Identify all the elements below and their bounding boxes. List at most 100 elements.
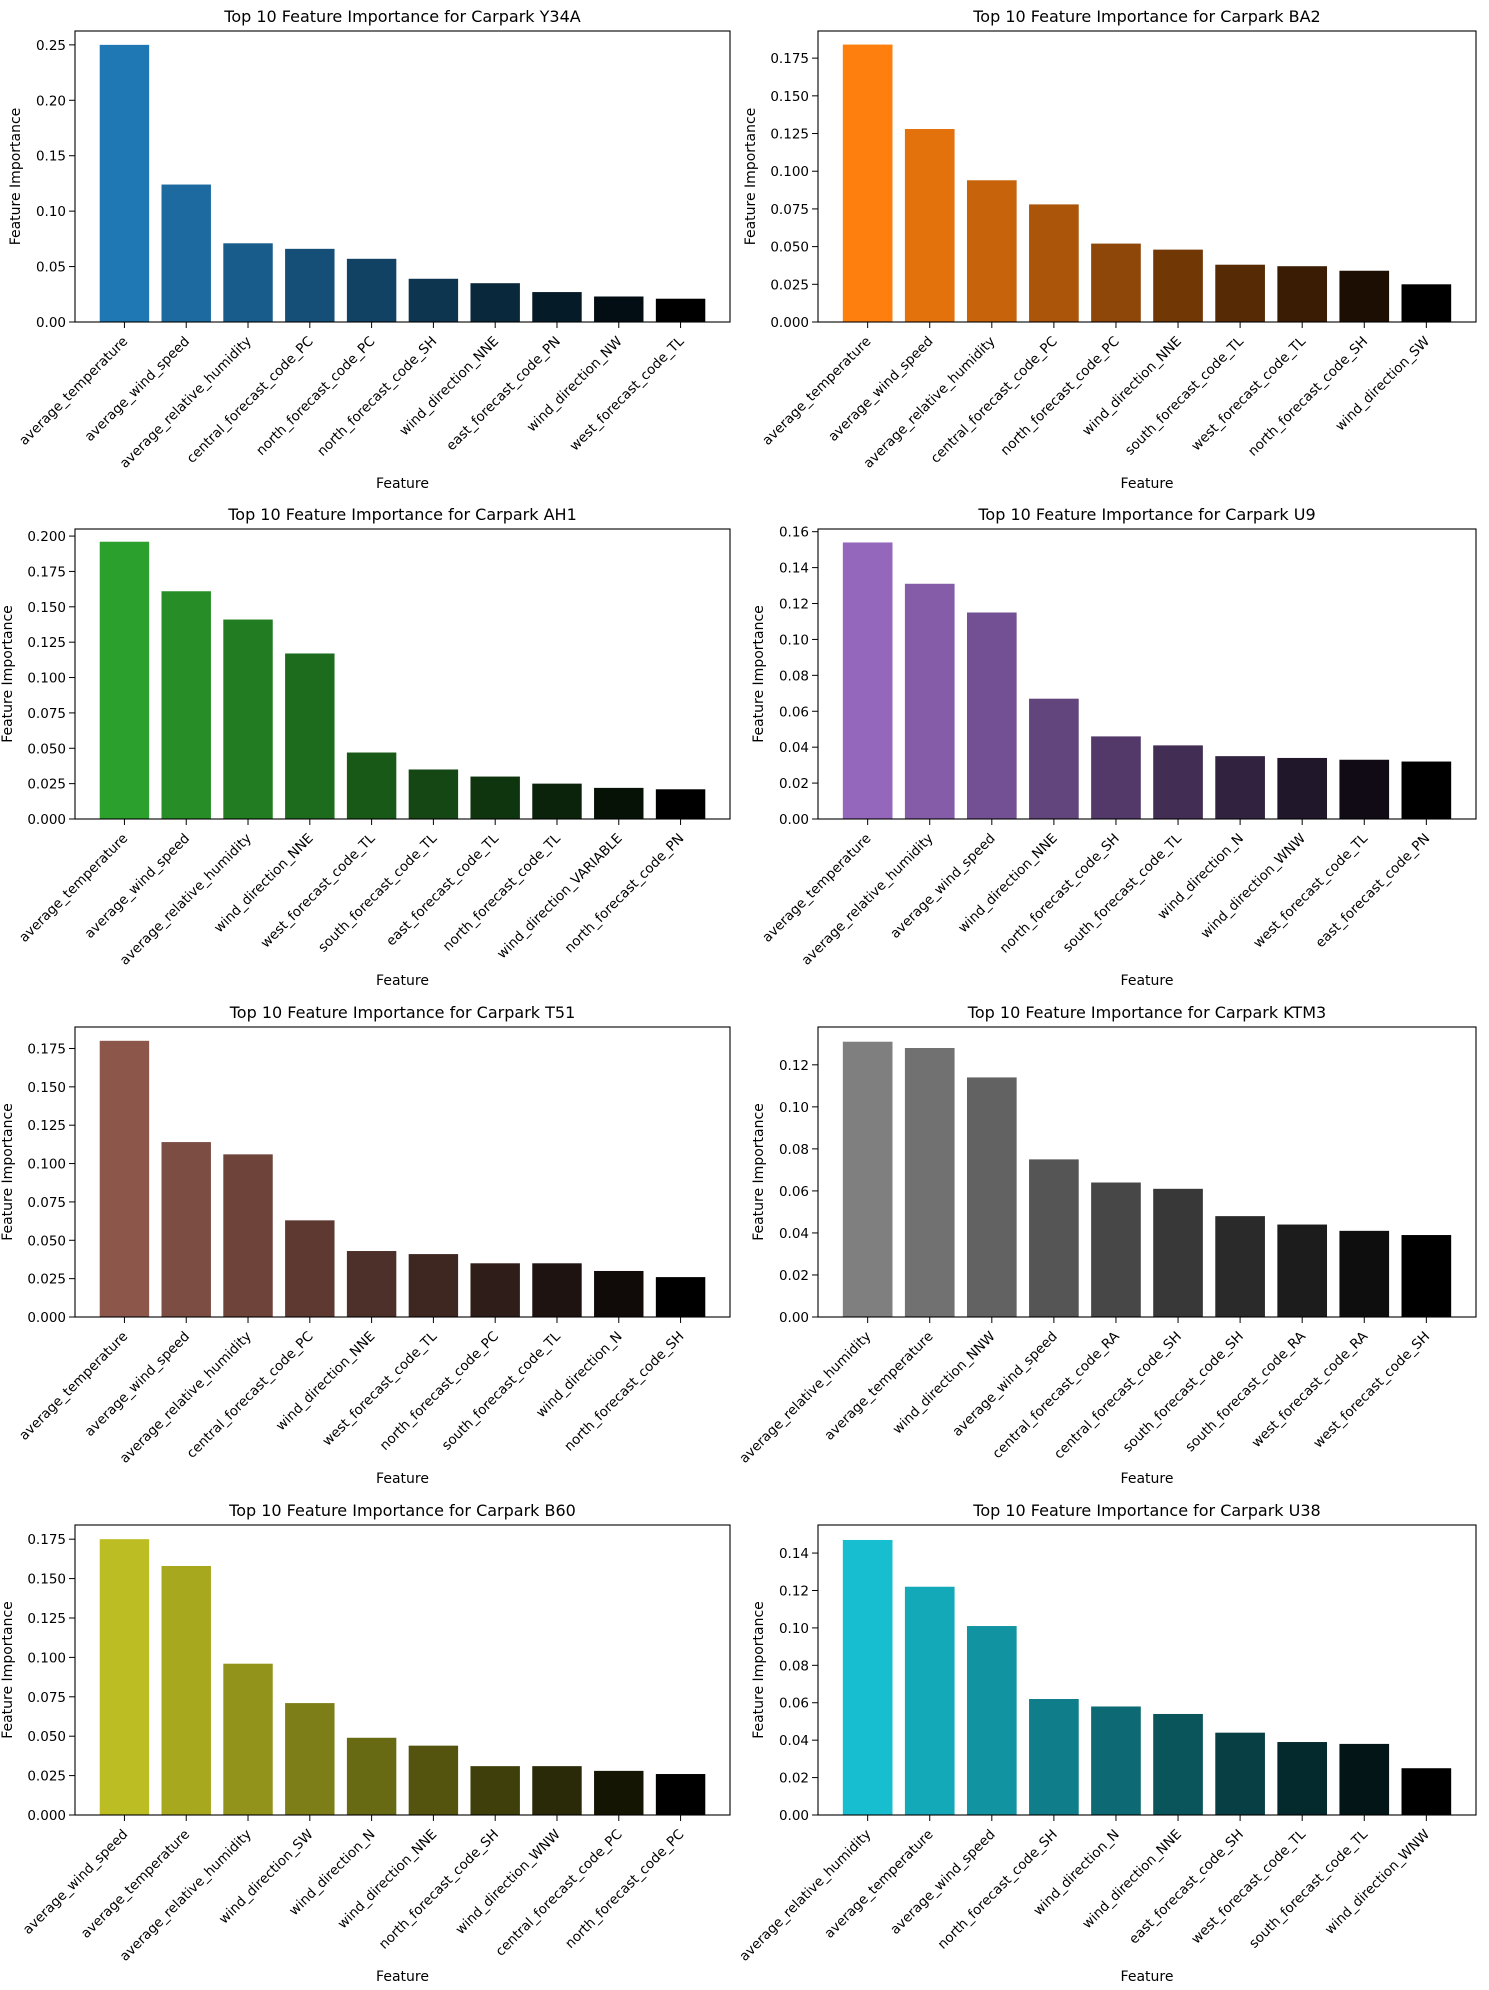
bar-1	[904, 129, 955, 322]
y-tick-label: 0.000	[27, 1310, 66, 1326]
y-tick-label: 0.150	[27, 1572, 66, 1588]
x-tick-label: average_wind_speed	[887, 831, 998, 942]
bar-7	[532, 783, 582, 819]
bar-2	[966, 1626, 1017, 1815]
x-tick-label: north_forecast_code_PC	[562, 1827, 687, 1952]
x-tick-label: west_forecast_code_TL	[567, 333, 688, 454]
bar-8	[1339, 270, 1390, 322]
y-tick-label: 0.100	[770, 164, 809, 180]
y-tick-label: 0.125	[27, 1611, 66, 1627]
y-tick-label: 0.000	[27, 812, 66, 828]
x-tick-label: east_forecast_code_TL	[383, 830, 502, 949]
x-axis-label: Feature	[376, 1471, 429, 1487]
bar-9	[1401, 284, 1452, 322]
bar-6	[1215, 756, 1265, 819]
bar-4	[1091, 1706, 1141, 1815]
x-tick-label: south_forecast_code_RA	[1182, 1328, 1309, 1455]
x-axis-label: Feature	[376, 476, 429, 492]
x-tick-label: average_wind_speed	[82, 1329, 193, 1440]
bar-1	[161, 1565, 211, 1815]
x-tick-label: wind_direction_WNW	[1198, 831, 1309, 942]
x-axis-label: Feature	[1121, 476, 1174, 492]
x-tick-label: west_forecast_code_SH	[1310, 1329, 1433, 1452]
x-tick-label: north_forecast_code_TL	[440, 830, 564, 954]
bar-6	[470, 776, 520, 819]
x-axis-label: Feature	[376, 973, 429, 989]
chart-title: Top 10 Feature Importance for Carpark U3…	[972, 1501, 1320, 1520]
x-tick-label: average_relative_humidity	[736, 1329, 874, 1467]
bar-2	[966, 1077, 1017, 1317]
bar-8	[594, 1270, 644, 1317]
bar-0	[842, 1539, 893, 1815]
y-tick-label: 0.050	[27, 1233, 66, 1249]
x-tick-label: west_forecast_code_TL	[319, 1328, 440, 1449]
y-tick-label: 0.20	[36, 93, 66, 109]
y-tick-label: 0.14	[779, 561, 809, 577]
x-tick-label: north_forecast_code_SH	[935, 1827, 1061, 1953]
y-tick-label: 0.12	[779, 1058, 809, 1074]
x-tick-label: central_forecast_code_PC	[184, 334, 317, 467]
bar-3	[1029, 1159, 1079, 1317]
bar-0	[842, 1041, 893, 1317]
bar-2	[223, 619, 273, 819]
y-tick-label: 0.175	[27, 564, 66, 580]
y-tick-label: 0.02	[779, 776, 809, 792]
bar-0	[99, 1539, 150, 1815]
bar-4	[346, 752, 397, 819]
y-tick-label: 0.04	[779, 740, 809, 756]
y-tick-label: 0.00	[779, 1310, 809, 1326]
x-tick-label: east_forecast_code_PN	[1313, 831, 1434, 952]
x-tick-label: central_forecast_code_PC	[493, 1827, 626, 1960]
x-tick-label: average_wind_speed	[82, 831, 193, 942]
chart-panel-3: Top 10 Feature Importance for Carpark U9…	[751, 505, 1477, 989]
y-axis-label: Feature Importance	[0, 1601, 16, 1739]
x-tick-label: wind_direction_WNW	[453, 1827, 564, 1938]
bar-9	[655, 1277, 706, 1317]
y-axis-label: Feature Importance	[8, 108, 24, 246]
x-axis-label: Feature	[376, 1969, 429, 1985]
x-tick-label: average_temperature	[759, 334, 874, 449]
bar-3	[285, 1220, 335, 1317]
y-tick-label: 0.10	[779, 1621, 809, 1637]
y-tick-label: 0.075	[27, 706, 66, 722]
x-tick-label: average_temperature	[821, 1827, 936, 1942]
x-tick-label: wind_direction_NNW	[890, 1329, 999, 1438]
x-tick-label: north_forecast_code_SH	[376, 1827, 502, 1953]
bar-6	[470, 1263, 520, 1317]
bar-9	[1401, 1768, 1452, 1815]
bar-1	[904, 1586, 955, 1815]
y-tick-label: 0.075	[27, 1690, 66, 1706]
y-tick-label: 0.100	[27, 671, 66, 687]
y-tick-label: 0.04	[779, 1733, 809, 1749]
y-tick-label: 0.00	[779, 1808, 809, 1824]
chart-panel-1: Top 10 Feature Importance for Carpark BA…	[743, 7, 1477, 492]
y-tick-label: 0.08	[779, 668, 809, 684]
x-tick-label: north_forecast_code_PC	[377, 1329, 502, 1454]
bar-6	[1215, 1216, 1265, 1317]
x-tick-label: average_temperature	[759, 831, 874, 946]
bar-2	[223, 1154, 273, 1317]
x-tick-label: south_forecast_code_TL	[1246, 1826, 1371, 1951]
y-tick-label: 0.25	[36, 38, 66, 54]
x-tick-label: average_relative_humidity	[798, 831, 936, 969]
x-axis-label: Feature	[1121, 973, 1174, 989]
y-tick-label: 0.175	[770, 51, 809, 67]
y-tick-label: 0.00	[36, 315, 66, 331]
x-tick-label: north_forecast_code_SH	[1245, 334, 1371, 460]
x-tick-label: wind_direction_WNW	[1322, 1827, 1433, 1938]
y-tick-label: 0.10	[36, 204, 66, 220]
y-tick-label: 0.200	[27, 529, 66, 545]
y-axis-label: Feature Importance	[0, 605, 16, 743]
y-tick-label: 0.075	[27, 1195, 66, 1211]
y-tick-label: 0.16	[779, 525, 809, 541]
x-tick-label: central_forecast_code_PC	[184, 1329, 317, 1462]
chart-panel-5: Top 10 Feature Importance for Carpark KT…	[736, 1003, 1477, 1487]
chart-title: Top 10 Feature Importance for Carpark KT…	[967, 1003, 1326, 1022]
chart-panel-2: Top 10 Feature Importance for Carpark AH…	[0, 505, 731, 989]
bar-7	[1277, 1224, 1328, 1317]
bar-8	[1339, 1230, 1390, 1317]
bar-6	[470, 1766, 520, 1815]
bar-7	[1277, 757, 1328, 819]
y-tick-label: 0.000	[770, 315, 809, 331]
y-axis-label: Feature Importance	[751, 1601, 767, 1739]
